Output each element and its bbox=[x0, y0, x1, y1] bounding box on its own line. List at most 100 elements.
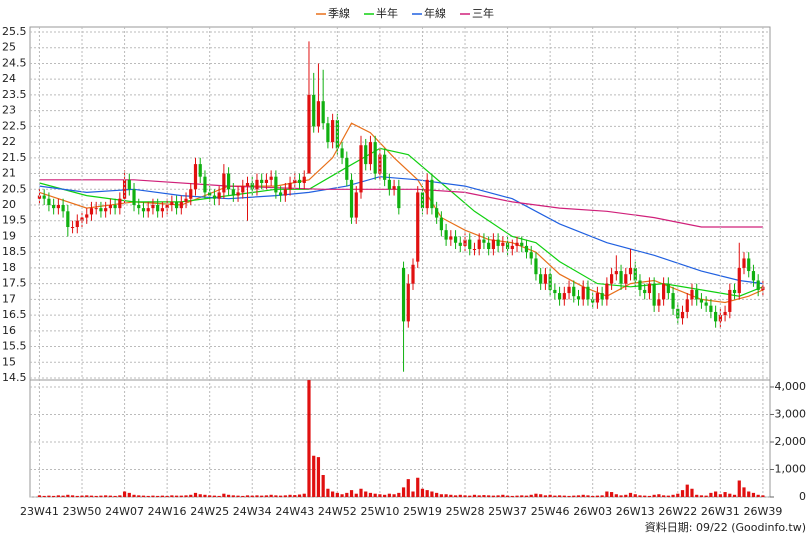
volume-bar bbox=[638, 495, 642, 497]
candle-body bbox=[652, 283, 656, 306]
volume-bar bbox=[416, 477, 420, 497]
volume-bar bbox=[236, 495, 240, 497]
volume-bar bbox=[198, 494, 202, 497]
candle-body bbox=[316, 101, 321, 127]
candle-body bbox=[472, 249, 477, 251]
candle-body bbox=[510, 245, 514, 250]
x-tick-label: 25W46 bbox=[531, 505, 570, 518]
candle-body bbox=[628, 267, 633, 275]
candle-body bbox=[269, 176, 273, 180]
volume-bar bbox=[283, 495, 287, 497]
x-tick-label: 25W19 bbox=[403, 505, 442, 518]
volume-bar bbox=[510, 495, 514, 497]
volume-bar bbox=[99, 495, 103, 497]
volume-bar bbox=[75, 495, 79, 497]
candle-body bbox=[345, 157, 349, 180]
y-tick-label: 20.5 bbox=[2, 182, 27, 195]
volume-bar bbox=[316, 457, 321, 497]
candle-body bbox=[685, 299, 689, 312]
candle-body bbox=[250, 182, 254, 190]
volume-bar bbox=[732, 494, 737, 497]
volume-bar bbox=[411, 491, 415, 497]
candle-body bbox=[553, 289, 557, 294]
x-tick-label: 24W52 bbox=[318, 505, 357, 518]
volume-bar bbox=[709, 492, 713, 497]
candle-body bbox=[633, 267, 637, 281]
candle-body bbox=[619, 271, 623, 284]
volume-bar bbox=[184, 495, 188, 497]
volume-bar bbox=[70, 495, 75, 497]
candle-body bbox=[297, 179, 302, 183]
volume-bar bbox=[737, 480, 741, 497]
candle-body bbox=[189, 189, 193, 199]
volume-bar bbox=[685, 484, 689, 497]
volume-bar bbox=[255, 495, 259, 497]
volume-bar bbox=[359, 488, 363, 497]
volume-bar bbox=[364, 491, 368, 497]
candle-body bbox=[605, 283, 609, 300]
volume-bar bbox=[397, 492, 401, 497]
volume-bar bbox=[307, 380, 311, 497]
volume-bar bbox=[643, 495, 647, 497]
volume-bar bbox=[491, 495, 495, 497]
volume-bar bbox=[714, 491, 718, 497]
y-tick-label: 22 bbox=[2, 135, 16, 148]
volume-bar bbox=[609, 492, 614, 497]
volume-bar bbox=[751, 492, 756, 497]
source-note: 資料日期: 09/22 (Goodinfo.tw) bbox=[645, 520, 806, 534]
candle-body bbox=[236, 192, 240, 196]
volume-bar bbox=[482, 495, 486, 497]
candle-body bbox=[208, 192, 212, 196]
y-tick-label: 16.5 bbox=[2, 308, 27, 321]
volume-bar bbox=[572, 495, 576, 497]
x-tick-label: 23W41 bbox=[20, 505, 59, 518]
volume-bar bbox=[260, 495, 264, 497]
volume-bar bbox=[383, 494, 387, 497]
candle-body bbox=[146, 208, 150, 212]
candle-body bbox=[430, 179, 434, 209]
volume-bar bbox=[628, 492, 633, 497]
volume-bar bbox=[269, 494, 273, 497]
volume-bar bbox=[581, 494, 585, 497]
candle-body bbox=[137, 205, 141, 209]
candle-body bbox=[151, 205, 155, 209]
volume-bar bbox=[557, 495, 562, 497]
candle-body bbox=[662, 283, 666, 300]
candle-body bbox=[165, 205, 169, 209]
volume-bar bbox=[756, 494, 760, 497]
candle-body bbox=[174, 201, 179, 209]
candle-body bbox=[368, 142, 373, 165]
candle-body bbox=[690, 289, 694, 300]
volume-bar bbox=[335, 492, 339, 497]
candle-body bbox=[118, 198, 122, 209]
volume-bar bbox=[127, 492, 131, 497]
candle-body bbox=[331, 120, 335, 143]
volume-bar bbox=[529, 494, 533, 497]
candle-body bbox=[179, 201, 183, 209]
volume-bar bbox=[345, 492, 349, 497]
volume-bar bbox=[241, 495, 245, 497]
volume-bar bbox=[505, 495, 510, 497]
volume-bar bbox=[430, 491, 434, 497]
volume-bar bbox=[297, 494, 302, 497]
volume-bar bbox=[666, 495, 670, 497]
x-tick-label: 26W22 bbox=[658, 505, 697, 518]
volume-bar bbox=[515, 495, 519, 497]
volume-bar bbox=[699, 495, 704, 497]
volume-bar bbox=[695, 494, 699, 497]
candle-body bbox=[226, 173, 231, 190]
candle-body bbox=[203, 176, 207, 193]
volume-bar bbox=[524, 495, 529, 497]
candle-body bbox=[524, 245, 529, 253]
candle-body bbox=[340, 148, 344, 158]
y-tick-label: 24.5 bbox=[2, 56, 27, 69]
candle-body bbox=[217, 192, 221, 199]
candle-body bbox=[75, 220, 79, 228]
y-tick-label: 19 bbox=[2, 229, 16, 242]
candle-body bbox=[56, 205, 60, 209]
x-tick-label: 26W13 bbox=[616, 505, 655, 518]
volume-bar bbox=[37, 495, 42, 497]
y-tick-label: 21.5 bbox=[2, 151, 27, 164]
volume-bar bbox=[742, 487, 746, 497]
volume-bar bbox=[222, 493, 226, 497]
